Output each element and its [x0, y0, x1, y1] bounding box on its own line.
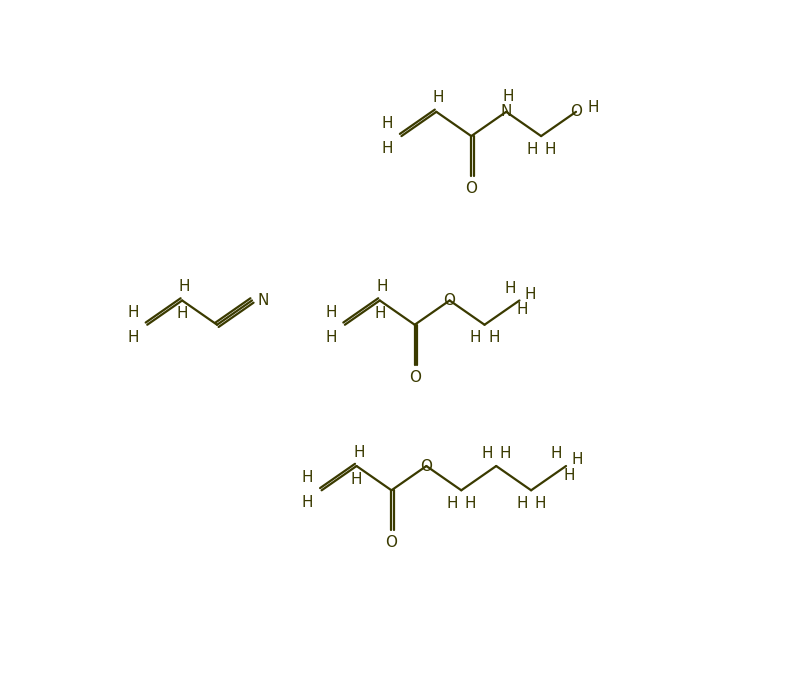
Text: H: H: [500, 446, 511, 461]
Text: H: H: [325, 329, 337, 345]
Text: H: H: [302, 495, 314, 510]
Text: H: H: [177, 306, 188, 321]
Text: H: H: [302, 471, 314, 486]
Text: H: H: [505, 281, 516, 296]
Text: H: H: [447, 496, 458, 511]
Text: H: H: [525, 287, 536, 302]
Text: O: O: [409, 370, 421, 384]
Text: H: H: [469, 330, 481, 345]
Text: H: H: [481, 446, 492, 461]
Text: H: H: [551, 446, 563, 461]
Text: O: O: [570, 104, 582, 119]
Text: H: H: [433, 90, 444, 105]
Text: H: H: [376, 279, 388, 294]
Text: H: H: [325, 305, 337, 320]
Text: H: H: [382, 141, 393, 156]
Text: N: N: [501, 104, 512, 119]
Text: O: O: [465, 181, 477, 196]
Text: H: H: [545, 142, 556, 157]
Text: O: O: [421, 458, 432, 473]
Text: H: H: [517, 302, 528, 317]
Text: H: H: [503, 89, 514, 104]
Text: H: H: [353, 445, 364, 460]
Text: H: H: [465, 496, 476, 511]
Text: H: H: [382, 116, 393, 132]
Text: H: H: [127, 305, 139, 320]
Text: O: O: [385, 535, 397, 550]
Text: H: H: [516, 496, 528, 511]
Text: H: H: [563, 468, 575, 483]
Text: O: O: [443, 293, 455, 308]
Text: N: N: [257, 293, 268, 308]
Text: H: H: [571, 452, 583, 467]
Text: H: H: [351, 471, 362, 486]
Text: H: H: [127, 329, 139, 345]
Text: H: H: [374, 306, 385, 321]
Text: H: H: [179, 279, 190, 294]
Text: H: H: [534, 496, 546, 511]
Text: H: H: [488, 330, 500, 345]
Text: H: H: [526, 142, 538, 157]
Text: H: H: [588, 101, 599, 116]
